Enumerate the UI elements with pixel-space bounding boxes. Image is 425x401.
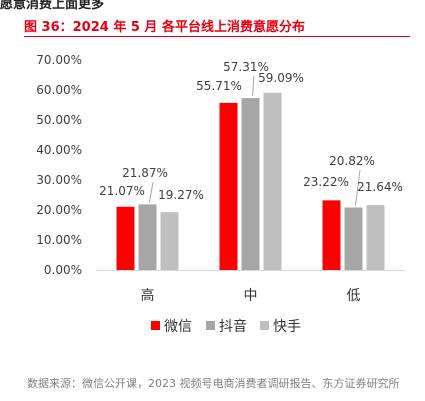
y-tick-label: 40.00% — [36, 143, 82, 157]
y-tick-label: 20.00% — [36, 203, 82, 217]
data-label-leader — [355, 169, 361, 206]
data-label: 21.87% — [122, 166, 168, 180]
y-tick-label: 10.00% — [36, 233, 82, 247]
data-label: 19.27% — [158, 188, 204, 202]
data-label: 21.07% — [99, 184, 145, 198]
data-label: 55.71% — [196, 79, 242, 93]
y-tick-label: 0.00% — [44, 263, 82, 277]
bar — [138, 204, 157, 270]
cut-header-text: 愿意消费上面更多 — [0, 0, 105, 12]
legend-swatch — [151, 321, 160, 330]
data-label-leader — [149, 181, 154, 203]
y-tick-label: 50.00% — [36, 113, 82, 127]
y-tick-label: 70.00% — [36, 53, 82, 67]
bar — [160, 212, 179, 270]
y-tick-label: 30.00% — [36, 173, 82, 187]
data-label: 57.31% — [223, 60, 269, 74]
legend-swatch — [260, 321, 269, 330]
data-label: 23.22% — [303, 175, 349, 189]
legend-label: 微信 — [164, 319, 192, 335]
data-label: 21.64% — [357, 180, 403, 194]
data-label: 59.09% — [258, 71, 304, 85]
x-tick-label: 中 — [244, 288, 258, 304]
bar — [344, 207, 363, 270]
x-tick-label: 高 — [141, 287, 155, 304]
bar — [322, 200, 341, 270]
legend-label: 抖音 — [219, 318, 247, 335]
bar — [116, 206, 135, 270]
legend-swatch — [206, 321, 215, 330]
y-tick-label: 60.00% — [36, 83, 82, 97]
legend-label: 快手 — [273, 319, 301, 335]
bar — [263, 92, 282, 270]
data-label-leader — [252, 75, 255, 97]
data-label: 20.82% — [329, 154, 375, 168]
bar — [241, 98, 260, 270]
figure-title-bar: 图 36：2024 年 5 月 各平台线上消费意愿分布 — [24, 16, 410, 37]
source-note: 数据来源：微信公开课，2023 视频号电商消费者调研报告、东方证券研究所 — [27, 377, 400, 390]
figure-title: 图 36：2024 年 5 月 各平台线上消费意愿分布 — [24, 20, 305, 35]
x-tick-label: 低 — [347, 288, 361, 304]
bar — [219, 102, 238, 271]
bar — [366, 205, 385, 270]
